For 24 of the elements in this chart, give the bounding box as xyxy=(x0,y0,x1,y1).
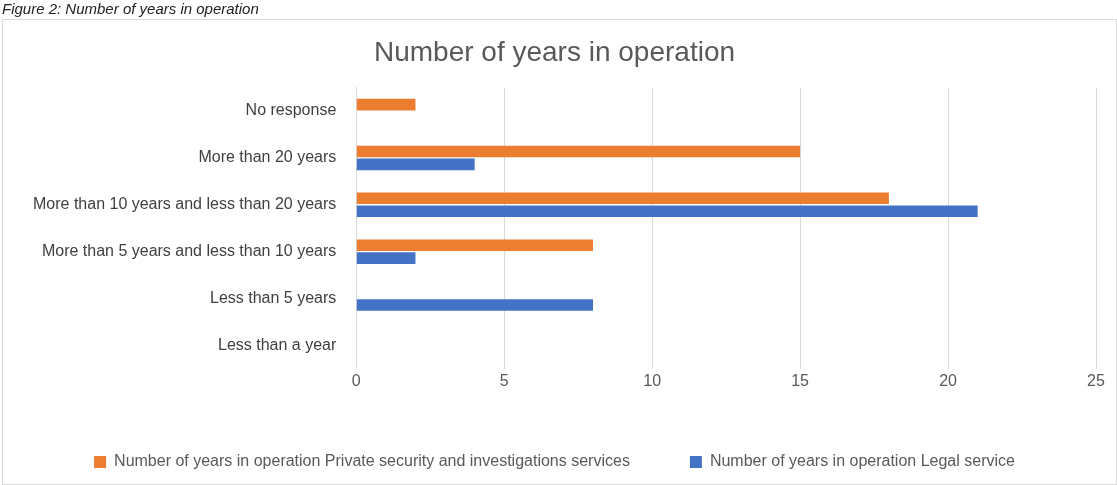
bar xyxy=(356,239,593,251)
legend-label: Number of years in operation Legal service xyxy=(709,452,1016,470)
bar xyxy=(356,252,416,264)
bar xyxy=(356,98,416,111)
y-tick-label: Less than a year xyxy=(217,335,337,353)
bar xyxy=(356,145,801,158)
y-tick-label: More than 10 years and less than 20 years xyxy=(32,195,337,213)
x-tick-label: 5 xyxy=(499,371,509,389)
x-tick-label: 10 xyxy=(643,371,662,389)
bar xyxy=(356,299,593,311)
bar xyxy=(356,205,978,218)
x-tick-label: 20 xyxy=(939,371,958,389)
chart-title: Number of years in operation xyxy=(373,35,736,67)
x-tick-label: 0 xyxy=(351,371,361,389)
y-tick-label: Less than 5 years xyxy=(209,288,337,306)
bar xyxy=(356,192,889,205)
bar xyxy=(356,158,475,171)
x-tick-label: 25 xyxy=(1087,371,1105,389)
y-tick-label: More than 20 years xyxy=(198,148,337,166)
y-tick-label: More than 5 years and less than 10 years xyxy=(41,242,337,260)
caption: Figure 2: Number of years in operation xyxy=(2,0,259,17)
y-tick-label: No response xyxy=(245,101,337,119)
legend-label: Number of years in operation Private security and investigations services xyxy=(114,452,630,470)
x-tick-label: 15 xyxy=(791,371,810,389)
